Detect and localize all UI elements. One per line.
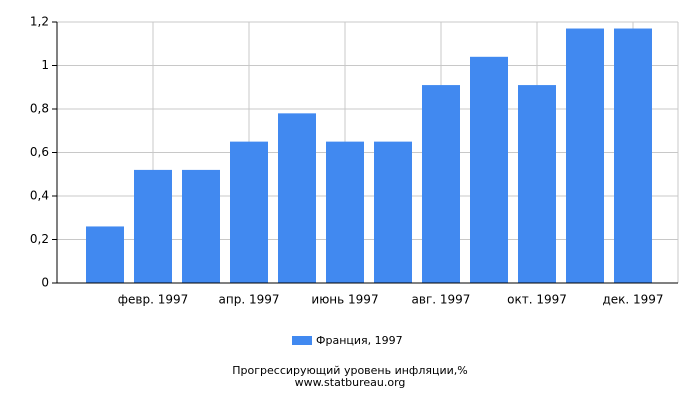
bar xyxy=(182,169,220,283)
y-tick-label: 1,2 xyxy=(30,15,49,29)
bar xyxy=(566,28,604,284)
bar xyxy=(278,113,316,283)
x-tick-label: окт. 1997 xyxy=(507,293,567,307)
y-tick-label: 0,4 xyxy=(30,189,49,203)
source: www.statbureau.org xyxy=(295,376,406,389)
x-tick-label: июнь 1997 xyxy=(311,293,378,307)
y-tick-label: 0,2 xyxy=(30,232,49,246)
bar xyxy=(326,141,364,283)
bar xyxy=(86,226,124,283)
y-tick-label: 0,8 xyxy=(30,102,49,116)
y-tick-label: 0 xyxy=(41,276,49,290)
chart-title: Прогрессирующий уровень инфляции,% xyxy=(232,364,467,377)
legend-swatch xyxy=(292,336,312,345)
x-tick-label: дек. 1997 xyxy=(602,293,663,307)
bar xyxy=(230,141,268,283)
y-tick-label: 0,6 xyxy=(30,145,49,159)
bar xyxy=(614,28,652,284)
bar xyxy=(470,56,508,283)
x-tick-label: авг. 1997 xyxy=(412,293,471,307)
legend-label: Франция, 1997 xyxy=(316,334,403,347)
y-tick-label: 1 xyxy=(41,58,49,72)
bar xyxy=(374,141,412,283)
bar xyxy=(422,85,460,283)
bar xyxy=(134,169,172,283)
x-tick-label: апр. 1997 xyxy=(219,293,280,307)
bar xyxy=(518,85,556,283)
x-tick-label: февр. 1997 xyxy=(118,293,189,307)
